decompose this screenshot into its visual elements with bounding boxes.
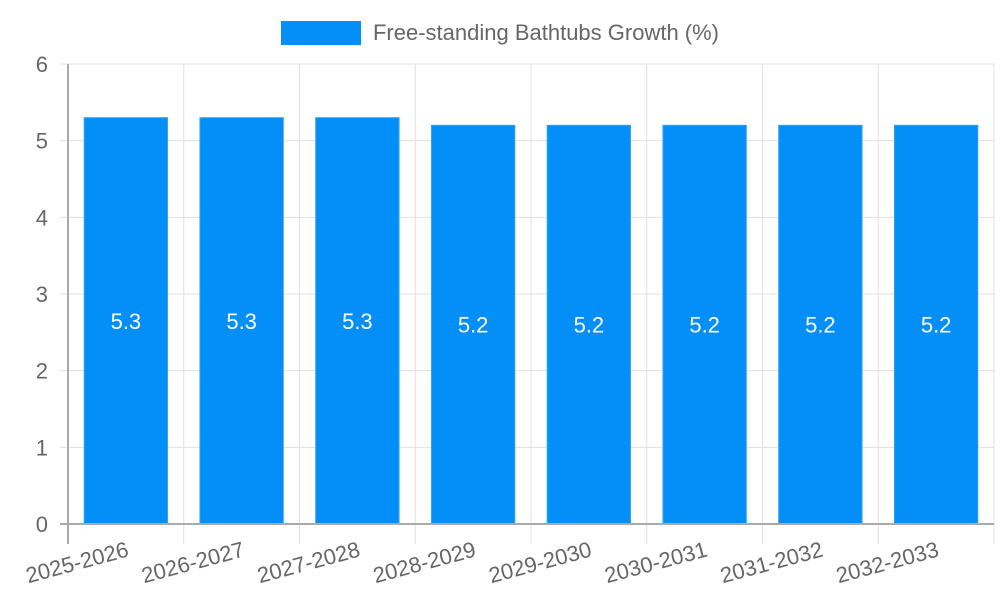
bar-value-label: 5.2 (921, 313, 952, 338)
x-tick-label: 2028-2029 (370, 537, 478, 588)
y-tick-label: 6 (36, 52, 48, 77)
x-tick-label: 2026-2027 (139, 537, 247, 588)
x-tick-label: 2029-2030 (486, 537, 594, 588)
bar[interactable] (662, 124, 747, 525)
bar-value-label: 5.2 (458, 313, 489, 338)
y-tick-label: 3 (36, 282, 48, 307)
x-tick-label: 2025-2026 (23, 537, 131, 588)
bar-value-label: 5.3 (226, 309, 257, 334)
bar[interactable] (199, 117, 284, 525)
bar-value-label: 5.2 (689, 313, 720, 338)
legend-swatch[interactable] (280, 21, 361, 45)
bar[interactable] (778, 124, 863, 525)
x-tick-label: 2032-2033 (833, 537, 941, 588)
bar[interactable] (893, 124, 979, 525)
y-tick-label: 0 (36, 512, 48, 537)
x-tick-label: 2027-2028 (255, 537, 363, 588)
y-tick-label: 2 (36, 359, 48, 384)
x-tick-label: 2031-2032 (718, 537, 826, 588)
bar-value-label: 5.3 (342, 309, 373, 334)
bar-value-label: 5.2 (805, 313, 836, 338)
bar-value-label: 5.2 (574, 313, 605, 338)
y-tick-label: 4 (36, 205, 48, 230)
bar-value-label: 5.3 (111, 309, 142, 334)
legend-label: Free-standing Bathtubs Growth (%) (372, 20, 720, 45)
bar[interactable] (315, 117, 400, 525)
y-tick-label: 1 (36, 435, 48, 460)
x-tick-label: 2030-2031 (602, 537, 710, 588)
bar[interactable] (430, 124, 516, 525)
chart-legend: Free-standing Bathtubs Growth (%) (0, 20, 1000, 46)
bar[interactable] (83, 117, 169, 525)
y-tick-label: 5 (36, 129, 48, 154)
